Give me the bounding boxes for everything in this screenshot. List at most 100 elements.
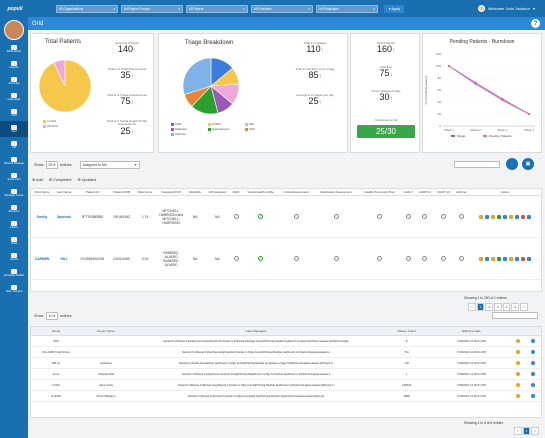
help-icon[interactable]: ? bbox=[531, 19, 540, 28]
assessment-cell[interactable] bbox=[279, 196, 314, 238]
sidebar-item-grid[interactable]: Grid bbox=[0, 121, 28, 137]
grid-length-select[interactable]: 25 ▾ bbox=[45, 161, 59, 169]
assessment-cell[interactable] bbox=[416, 238, 435, 280]
updated-tag[interactable]: ⊕ Updated bbox=[77, 178, 97, 182]
sidebar-item-message-center[interactable]: Message Center bbox=[0, 185, 28, 201]
action-icon[interactable] bbox=[497, 256, 502, 261]
save-button[interactable]: ▣ bbox=[522, 158, 534, 170]
filter-organizations[interactable]: All Organizations ▾ bbox=[56, 4, 118, 13]
assessment-cell[interactable] bbox=[279, 238, 314, 280]
last-name-link[interactable]: Spurlock bbox=[57, 214, 72, 219]
person-icon[interactable] bbox=[531, 338, 536, 343]
action-icon[interactable] bbox=[503, 214, 508, 219]
person-icon[interactable] bbox=[516, 393, 521, 398]
person-icon[interactable] bbox=[531, 360, 536, 365]
column-header-group-owner[interactable]: Group Owner bbox=[81, 327, 131, 336]
avatar[interactable] bbox=[4, 20, 24, 40]
column-header-effective-date[interactable]: Effective Date bbox=[432, 327, 511, 336]
person-icon[interactable] bbox=[531, 393, 536, 398]
sidebar-item-bikes-board[interactable]: Bikes Board bbox=[0, 41, 28, 57]
sidebar-item-clinics[interactable]: Clinics bbox=[0, 217, 28, 233]
grid-search-input[interactable] bbox=[454, 161, 500, 168]
page-button[interactable]: < bbox=[514, 427, 522, 435]
assessment-cell[interactable] bbox=[358, 238, 401, 280]
page-button[interactable]: 1 bbox=[522, 427, 531, 435]
person-icon[interactable] bbox=[531, 349, 536, 354]
page-button[interactable]: 1 bbox=[476, 303, 485, 311]
filter-practices[interactable]: All Practices ▾ bbox=[251, 4, 313, 13]
person-icon[interactable] bbox=[531, 371, 536, 376]
sidebar-item-score-card[interactable]: Score Card bbox=[0, 169, 28, 185]
page-button[interactable]: > bbox=[520, 303, 528, 311]
column-header-awv[interactable]: AWV bbox=[230, 189, 242, 196]
column-header-assigned-pcp[interactable]: Assigned PCP bbox=[156, 189, 187, 196]
assessment-cell[interactable] bbox=[453, 196, 469, 238]
app-logo[interactable]: populi bbox=[7, 5, 23, 12]
groups-length-select[interactable]: 10 ▾ bbox=[45, 312, 59, 320]
action-icon[interactable] bbox=[485, 214, 490, 219]
assessment-cell[interactable] bbox=[242, 196, 279, 238]
add-tag[interactable]: ⊕ Add bbox=[32, 178, 43, 182]
person-icon[interactable] bbox=[516, 360, 521, 365]
column-header-last-name[interactable]: Last Name bbox=[53, 189, 76, 196]
column-header-action[interactable] bbox=[525, 327, 541, 336]
assessment-cell[interactable] bbox=[401, 238, 416, 280]
column-header-social-health-profile[interactable]: Social health profile bbox=[241, 189, 280, 196]
sidebar-item-tcm[interactable]: TCM bbox=[0, 105, 28, 121]
assessment-cell[interactable] bbox=[434, 196, 453, 238]
column-header-patient-id[interactable]: Patient Id bbox=[75, 189, 110, 196]
filter-physicians[interactable]: All Physicians ▾ bbox=[316, 4, 378, 13]
assessment-cell[interactable] bbox=[314, 196, 359, 238]
sidebar-item-cm[interactable]: CM bbox=[0, 137, 28, 153]
column-header-dast-10[interactable]: DAST 10 bbox=[434, 189, 454, 196]
column-header-medication-assessment[interactable]: Medication Assessment bbox=[313, 189, 359, 196]
sidebar-item-case-gaps[interactable]: Case Gaps bbox=[0, 89, 28, 105]
column-header-patient-count[interactable]: Patient Count bbox=[381, 327, 433, 336]
action-icon[interactable] bbox=[509, 214, 514, 219]
action-icon[interactable] bbox=[527, 214, 532, 219]
assessment-cell[interactable] bbox=[358, 196, 401, 238]
assessment-cell[interactable] bbox=[416, 196, 435, 238]
assessment-cell[interactable] bbox=[230, 238, 242, 280]
completed-tag[interactable]: ⊕ Completed bbox=[48, 178, 72, 182]
filter-payers[interactable]: All Payers ▾ bbox=[186, 4, 248, 13]
user-welcome[interactable]: Welcome John Jackson ▾ bbox=[477, 5, 535, 12]
action-icon[interactable] bbox=[491, 214, 496, 219]
page-button[interactable]: > bbox=[531, 427, 540, 435]
page-button[interactable]: 2 bbox=[485, 303, 494, 311]
action-icon[interactable] bbox=[497, 214, 502, 219]
action-icon[interactable] bbox=[491, 256, 496, 261]
sidebar-item-insights[interactable]: Insights bbox=[0, 57, 28, 73]
person-icon[interactable] bbox=[531, 382, 536, 387]
groups-search-input[interactable] bbox=[492, 312, 538, 319]
action-icon[interactable] bbox=[521, 256, 526, 261]
action-icon[interactable] bbox=[503, 256, 508, 261]
column-header-audit-c[interactable]: AUDIT-C bbox=[415, 189, 435, 196]
data-point-pending-patients[interactable] bbox=[527, 112, 531, 116]
page-button[interactable]: 5 bbox=[511, 303, 520, 311]
data-point-pending-patients[interactable] bbox=[447, 64, 451, 68]
action-icon[interactable] bbox=[527, 256, 532, 261]
page-button[interactable]: 4 bbox=[502, 303, 511, 311]
total-patients-slice-off-grid[interactable] bbox=[53, 59, 66, 87]
column-header-gad-7[interactable]: GAD-7 bbox=[400, 189, 416, 196]
person-icon[interactable] bbox=[516, 338, 521, 343]
data-point-pending-patients[interactable] bbox=[501, 99, 504, 102]
assessment-cell[interactable] bbox=[230, 196, 242, 238]
sidebar-item-sports[interactable]: Sports bbox=[0, 249, 28, 265]
action-icon[interactable] bbox=[509, 256, 514, 261]
first-name-link[interactable]: CARMEN bbox=[34, 256, 50, 261]
action-icon[interactable] bbox=[479, 214, 484, 219]
add-user-button[interactable]: 👤 bbox=[506, 158, 518, 170]
column-header-cm-assigned[interactable]: CM assigned bbox=[204, 189, 231, 196]
sidebar-item-vitals[interactable]: Vitals bbox=[0, 233, 28, 249]
last-name-link[interactable]: HILL bbox=[60, 256, 68, 261]
sidebar-item-help-support[interactable]: Help / Support bbox=[0, 281, 28, 297]
first-name-link[interactable]: Dorthy bbox=[36, 214, 48, 219]
column-header-action[interactable]: Action bbox=[469, 189, 541, 196]
column-header-asthma[interactable]: Asthma bbox=[453, 189, 470, 196]
assessment-cell[interactable] bbox=[314, 238, 359, 280]
page-button[interactable]: 3 bbox=[494, 303, 502, 311]
column-header-group[interactable]: Group bbox=[31, 327, 81, 336]
page-button[interactable]: < bbox=[468, 303, 476, 311]
